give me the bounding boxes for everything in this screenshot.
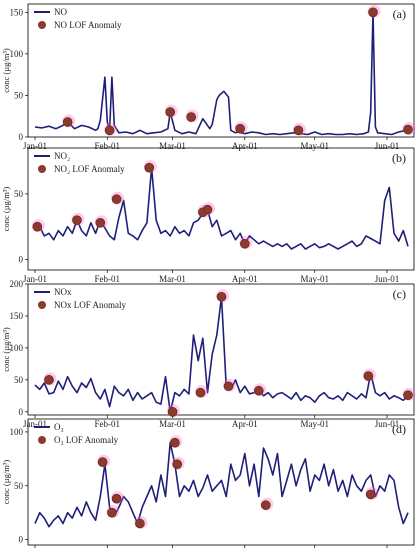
- panel-label: (d): [392, 422, 406, 436]
- plot-frame: [27, 3, 415, 138]
- x-tick-label: Mar-01: [159, 141, 186, 151]
- anomaly-point: [202, 204, 213, 215]
- anomaly-point: [170, 437, 180, 448]
- anomaly-point: [260, 500, 271, 510]
- chart-panel-2: 0 50 Jan-01 Feb-01 Mar-01 Apr-01 May-01 Jun-01 c…: [1, 147, 415, 284]
- y-axis-label: conc (µg/m³): [1, 48, 11, 93]
- y-tick-label: 200: [10, 279, 24, 289]
- y-tick-label: 50: [14, 481, 24, 491]
- series-line: [34, 166, 409, 250]
- anomaly-point: [135, 518, 145, 529]
- y-axis-label: conc (µg/m³): [1, 327, 11, 372]
- legend-line-label: O₃: [54, 422, 64, 432]
- x-tick-label: Apr-01: [232, 419, 258, 429]
- anomaly-point: [32, 221, 43, 232]
- chart-panel-1: 0 50 100 150 Jan-01 Feb-01 Mar-01 Apr-01 May-01 J…: [1, 3, 416, 151]
- legend-line-label: NO: [54, 7, 67, 17]
- y-tick-label: 0: [19, 132, 24, 142]
- anomaly-point: [368, 7, 378, 18]
- x-tick-label: Apr-01: [232, 274, 258, 284]
- anomaly-point: [403, 390, 413, 400]
- y-tick-label: 150: [10, 7, 24, 17]
- y-tick-label: 100: [10, 49, 24, 59]
- x-tick-label: Feb-01: [95, 274, 121, 284]
- x-tick-label: Mar-01: [159, 419, 186, 429]
- y-tick-label: 50: [14, 189, 24, 199]
- anomaly-point: [293, 125, 304, 136]
- x-tick-label: Apr-01: [232, 141, 258, 151]
- y-axis-label: conc (µg/m³): [1, 187, 11, 232]
- plot-frame: [27, 147, 415, 271]
- anomaly-point: [111, 194, 122, 204]
- anomaly-point: [223, 381, 234, 392]
- chart-panel-3: 0 50 100 150 200 Jan-01 Feb-01 Mar-01 Apr-01 May-…: [1, 279, 416, 429]
- y-axis-label: conc (µg/m³): [1, 460, 11, 505]
- x-tick-label: Jan-01: [23, 141, 47, 151]
- x-tick-label: Feb-01: [95, 419, 121, 429]
- legend-anomaly-swatch: [38, 436, 46, 444]
- plot-frame: [27, 283, 415, 416]
- anomaly-point: [253, 385, 264, 396]
- y-tick-label: 150: [10, 311, 24, 321]
- legend-anomaly-label: NO₂ LOF Anomaly: [54, 164, 125, 174]
- x-tick-label: Feb-01: [95, 141, 121, 151]
- anomaly-point: [216, 291, 227, 302]
- anomaly-point: [363, 371, 374, 381]
- panel-label: (c): [393, 287, 406, 301]
- y-tick-label: 50: [14, 375, 24, 385]
- anomaly-point: [167, 407, 178, 417]
- anomaly-point: [97, 457, 108, 467]
- panel-label: (b): [392, 151, 406, 165]
- anomaly-point: [172, 459, 183, 470]
- anomaly-point: [240, 238, 250, 249]
- y-tick-label: 0: [19, 535, 24, 545]
- x-tick-label: May-01: [301, 274, 330, 284]
- series-line: [34, 11, 406, 136]
- plot-frame: [27, 418, 415, 546]
- anomaly-point: [111, 493, 122, 504]
- anomaly-point: [403, 124, 413, 135]
- anomaly-point: [235, 123, 245, 134]
- y-tick-label: 0: [19, 255, 24, 265]
- anomaly-point: [107, 507, 117, 518]
- y-tick-label: 100: [10, 427, 24, 437]
- anomaly-point: [72, 215, 82, 225]
- anomaly-point: [104, 125, 115, 136]
- legend-line-label: NO₂: [54, 151, 70, 161]
- chart-panel-4: 0 50 100Jan-01 Feb-01 Mar-01 Apr-01 May-01 Jun-…: [1, 418, 415, 555]
- anomaly-point: [195, 387, 206, 398]
- x-tick-label: May-01: [301, 141, 330, 151]
- x-tick-label: Mar-01: [159, 274, 186, 284]
- x-tick-label: May-01: [301, 419, 330, 429]
- anomaly-point: [95, 217, 106, 228]
- y-tick-label: 50: [14, 90, 24, 100]
- x-tick-label: Jun-01: [375, 274, 400, 284]
- x-tick-label: Jan-01: [23, 419, 47, 429]
- legend-line-label: NOx: [54, 287, 72, 297]
- x-tick-label: Jan-01: [23, 274, 47, 284]
- anomaly-point: [62, 117, 73, 127]
- legend-anomaly-swatch: [38, 165, 46, 173]
- anomaly-point: [365, 489, 376, 500]
- panel-label: (a): [393, 7, 406, 21]
- legend-anomaly-swatch: [38, 21, 46, 29]
- y-tick-label: 100: [10, 343, 24, 353]
- series-line: [34, 295, 409, 413]
- legend-anomaly-label: O₃ LOF Anomaly: [54, 435, 119, 445]
- anomaly-point: [165, 107, 176, 117]
- anomaly-point: [44, 375, 54, 385]
- legend-anomaly-label: NOx LOF Anomaly: [54, 300, 127, 310]
- y-tick-label: 0: [19, 407, 24, 417]
- anomaly-point: [144, 162, 155, 173]
- series-line: [34, 441, 409, 528]
- anomaly-point: [186, 112, 196, 122]
- legend-anomaly-swatch: [38, 301, 46, 309]
- x-tick-label: Jun-01: [375, 141, 400, 151]
- x-tick-label: Jun-01: [375, 419, 400, 429]
- legend-anomaly-label: NO LOF Anomaly: [54, 20, 122, 30]
